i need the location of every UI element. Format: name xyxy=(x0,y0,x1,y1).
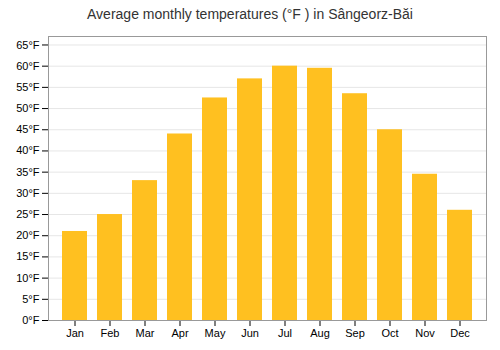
svg-text:40°F: 40°F xyxy=(16,144,40,156)
svg-text:Aug: Aug xyxy=(310,327,330,339)
svg-text:10°F: 10°F xyxy=(16,272,40,284)
svg-text:65°F: 65°F xyxy=(16,38,40,50)
svg-text:Oct: Oct xyxy=(381,327,398,339)
svg-text:Jul: Jul xyxy=(278,327,292,339)
svg-text:60°F: 60°F xyxy=(16,60,40,72)
svg-text:Sep: Sep xyxy=(345,327,365,339)
svg-text:May: May xyxy=(205,327,226,339)
html-text:Average monthly temperatures (: Average monthly temperatures (°F ) in Sâ… xyxy=(87,6,413,22)
svg-text:20°F: 20°F xyxy=(16,229,40,241)
svg-text:Jun: Jun xyxy=(241,327,259,339)
svg-text:Dec: Dec xyxy=(450,327,470,339)
svg-text:0°F: 0°F xyxy=(22,314,40,326)
svg-text:15°F: 15°F xyxy=(16,250,40,262)
svg-text:Feb: Feb xyxy=(101,327,120,339)
svg-text:45°F: 45°F xyxy=(16,123,40,135)
svg-text:55°F: 55°F xyxy=(16,81,40,93)
svg-text:35°F: 35°F xyxy=(16,166,40,178)
svg-text:5°F: 5°F xyxy=(22,293,40,305)
svg-text:50°F: 50°F xyxy=(16,102,40,114)
svg-text:Jan: Jan xyxy=(66,327,84,339)
svg-text:25°F: 25°F xyxy=(16,208,40,220)
svg-text:Nov: Nov xyxy=(415,327,435,339)
svg-text:Mar: Mar xyxy=(136,327,155,339)
svg-text:30°F: 30°F xyxy=(16,187,40,199)
svg-text:Apr: Apr xyxy=(171,327,188,339)
